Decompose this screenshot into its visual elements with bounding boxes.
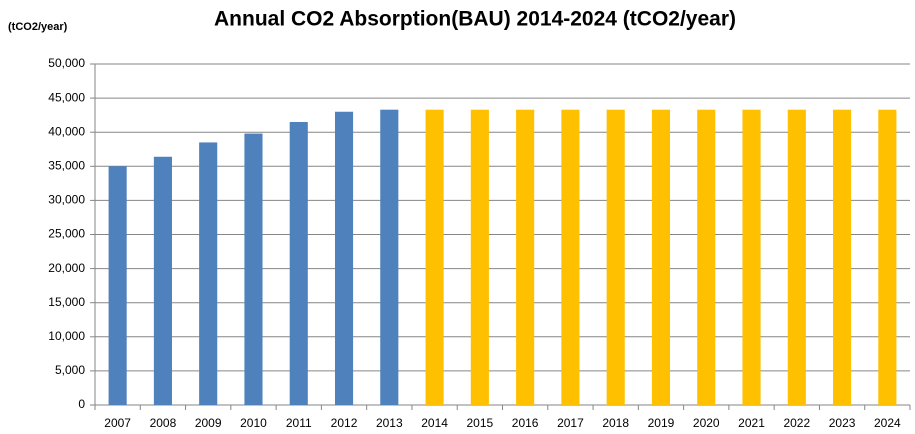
bar [606, 109, 625, 405]
bar [199, 142, 218, 405]
bar [787, 109, 806, 405]
bar [878, 109, 897, 405]
y-tick-label: 40,000 [48, 124, 85, 138]
y-tick-label: 35,000 [48, 158, 85, 172]
y-tick-label: 20,000 [48, 261, 85, 275]
x-tick-label: 2012 [331, 416, 358, 430]
bar [561, 109, 580, 405]
bar [697, 109, 716, 405]
x-tick-label: 2016 [512, 416, 539, 430]
x-tick-label: 2008 [150, 416, 177, 430]
y-axis-label: (tCO2/year) [8, 21, 68, 33]
y-tick-label: 5,000 [55, 363, 85, 377]
x-tick-label: 2021 [738, 416, 765, 430]
x-tick-label: 2023 [829, 416, 856, 430]
bar [153, 156, 172, 405]
y-tick-label: 10,000 [48, 329, 85, 343]
y-tick-label: 50,000 [48, 56, 85, 70]
y-tick-label: 25,000 [48, 227, 85, 241]
bar [833, 109, 852, 405]
x-tick-label: 2022 [783, 416, 810, 430]
x-tick-label: 2020 [693, 416, 720, 430]
y-tick-label: 15,000 [48, 295, 85, 309]
bar [516, 109, 535, 405]
x-tick-label: 2009 [195, 416, 222, 430]
x-tick-label: 2017 [557, 416, 584, 430]
bar [742, 109, 761, 405]
x-tick-label: 2019 [648, 416, 675, 430]
bar [289, 121, 308, 405]
x-tick-label: 2010 [240, 416, 267, 430]
y-tick-label: 30,000 [48, 193, 85, 207]
x-tick-label: 2007 [104, 416, 131, 430]
chart-title: Annual CO2 Absorption(BAU) 2014-2024 (tC… [214, 8, 736, 31]
bar [380, 109, 399, 405]
bar [470, 109, 489, 405]
bar [651, 109, 671, 405]
x-tick-label: 2018 [602, 416, 629, 430]
x-tick-label: 2024 [874, 416, 901, 430]
bar [334, 111, 354, 406]
x-tick-label: 2013 [376, 416, 403, 430]
x-tick-label: 2015 [467, 416, 494, 430]
bar [108, 166, 127, 405]
x-tick-label: 2011 [286, 416, 312, 430]
bar [244, 133, 263, 405]
y-tick-label: 45,000 [48, 90, 85, 104]
x-tick-label: 2014 [421, 416, 448, 430]
y-tick-label: 0 [78, 397, 85, 411]
bar [425, 109, 444, 405]
